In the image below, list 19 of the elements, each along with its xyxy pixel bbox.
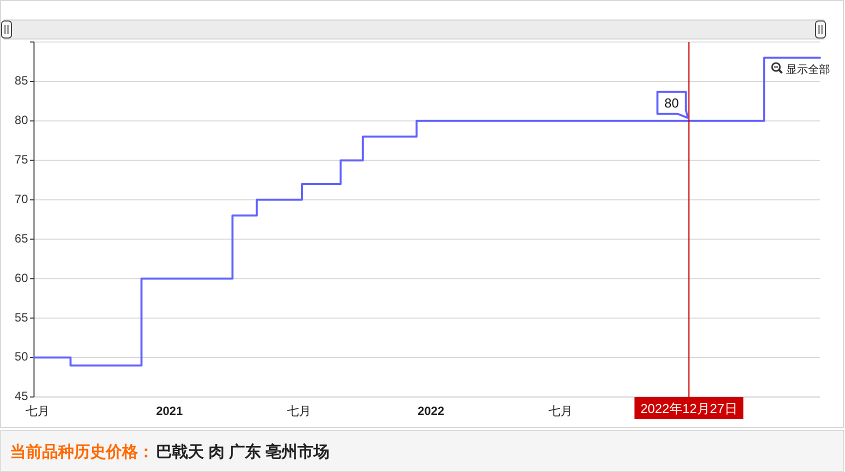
x-tick-label: 2022: [418, 404, 445, 418]
x-tick-label: 七月: [548, 404, 573, 418]
y-tick-label: 75: [14, 152, 28, 167]
y-tick-label: 80: [14, 113, 28, 128]
annotation: 80: [664, 95, 679, 110]
y-tick-label: 55: [14, 310, 28, 324]
y-tick-label: 50: [14, 350, 28, 364]
y-tick-label: 65: [14, 231, 28, 246]
text: 当前品种历史价格：: [10, 443, 154, 461]
x-tick-label: 七月: [26, 404, 50, 418]
y-tick-label: 70: [14, 192, 28, 206]
y-tick-label: 45: [14, 389, 28, 404]
ref-line-label: 2022年12月27日: [640, 401, 738, 416]
y-tick-label: 85: [14, 74, 28, 88]
y-tick-label: 60: [14, 270, 28, 285]
text: 巴戟天 肉 广东 亳州市场: [156, 442, 330, 461]
x-tick-label: 七月: [287, 404, 312, 418]
x-tick-label: 2021: [156, 404, 184, 418]
annotation: 显示全部: [786, 63, 830, 76]
